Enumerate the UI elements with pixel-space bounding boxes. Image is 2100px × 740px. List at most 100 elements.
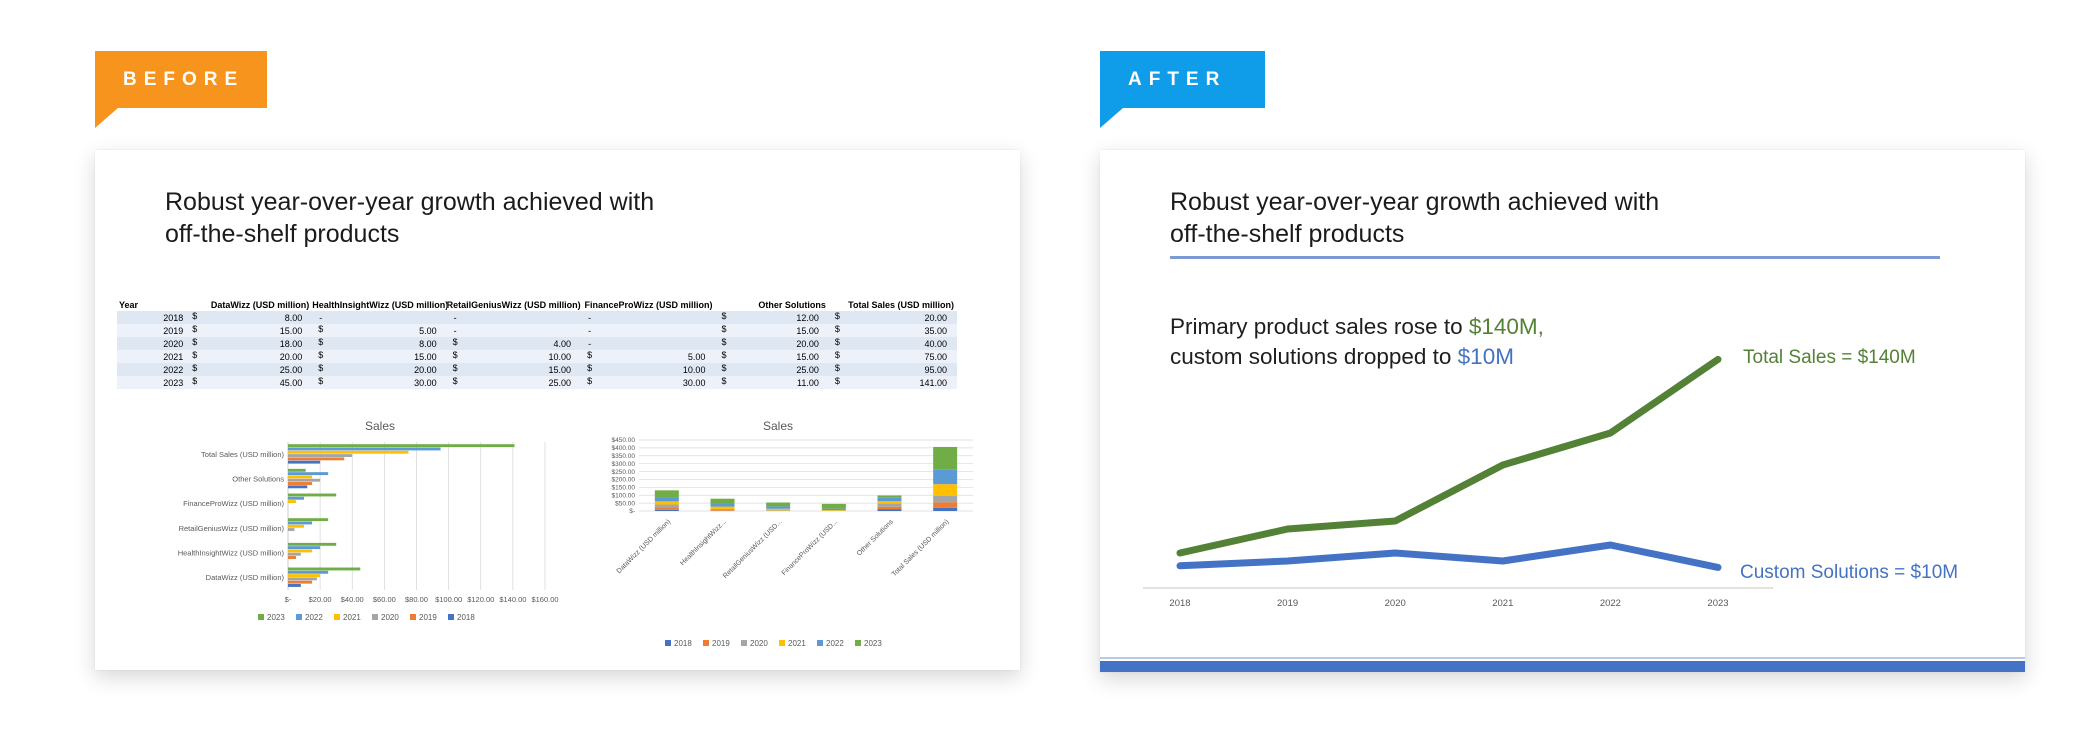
value-cell: $15.00	[186, 324, 313, 337]
svg-text:2022: 2022	[1600, 598, 1621, 609]
value-cell: $95.00	[828, 363, 957, 376]
table-col-header: Other Solutions	[715, 298, 829, 311]
table-header-row: Year DataWizz (USD million) HealthInsightW…	[117, 298, 957, 311]
svg-text:$150.00: $150.00	[612, 485, 636, 492]
svg-text:$400.00: $400.00	[612, 445, 636, 452]
svg-text:$350.00: $350.00	[612, 453, 636, 460]
value-cell: $141.00	[828, 376, 957, 389]
subtitle-highlight-blue: $10M	[1457, 344, 1514, 369]
svg-text:Sales: Sales	[365, 419, 395, 433]
line-chart: 2018 2019 2020 2021 2022 2023	[1143, 355, 1773, 609]
svg-text:Other Solutions: Other Solutions	[232, 475, 284, 484]
svg-text:2023: 2023	[864, 639, 882, 648]
sales-table: Year DataWizz (USD million) HealthInsightW…	[117, 298, 957, 389]
grouped-bar-chart: Sales $- $20.00 $40.00 $60.00 $80.00 $100.00 $1…	[178, 419, 559, 622]
table-col-header: Year	[117, 298, 187, 311]
svg-text:$300.00: $300.00	[612, 461, 636, 468]
value-cell: $20.00	[715, 337, 829, 350]
slide-subtitle: Primary product sales rose to $140M, cus…	[1170, 314, 1544, 369]
svg-text:RetailGeniusWizz (USD...: RetailGeniusWizz (USD...	[722, 518, 784, 580]
value-cell: $8.00	[186, 311, 313, 324]
svg-text:2019: 2019	[712, 639, 730, 648]
svg-text:$40.00: $40.00	[341, 595, 364, 604]
svg-text:Other Solutions: Other Solutions	[856, 518, 895, 557]
value-cell: $20.00	[186, 350, 313, 363]
value-cell: -	[446, 324, 582, 337]
svg-text:$60.00: $60.00	[373, 595, 396, 604]
svg-text:RetailGeniusWizz (USD million): RetailGeniusWizz (USD million)	[179, 524, 285, 533]
bottom-accent-line	[1100, 657, 2025, 659]
svg-text:$120.00: $120.00	[467, 595, 494, 604]
value-cell: $11.00	[715, 376, 829, 389]
svg-text:2018: 2018	[457, 613, 475, 622]
value-cell: $30.00	[312, 376, 447, 389]
title-underline	[1170, 256, 1940, 259]
svg-text:2018: 2018	[674, 639, 692, 648]
svg-text:2019: 2019	[1277, 598, 1298, 609]
svg-text:2020: 2020	[381, 613, 399, 622]
svg-text:2023: 2023	[1707, 598, 1728, 609]
table-col-header: Total Sales (USD million)	[828, 298, 957, 311]
table-row: 2022 $25.00 $20.00 $15.00 $10.00 $25.00 $95.00	[117, 363, 957, 376]
svg-text:$250.00: $250.00	[612, 469, 636, 476]
table-col-header: FinanceProWizz (USD million)	[581, 298, 716, 311]
value-cell: $4.00	[446, 337, 582, 350]
after-slide-title: Robust year-over-year growth achieved wi…	[1170, 188, 1660, 248]
year-cell: 2018	[117, 311, 187, 324]
svg-text:$200.00: $200.00	[612, 477, 636, 484]
after-slide: Robust year-over-year growth achieved wi…	[1100, 150, 2025, 672]
after-badge-tail	[1100, 108, 1123, 128]
value-cell: $15.00	[715, 324, 829, 337]
value-cell: -	[312, 311, 447, 324]
table-col-header: HealthInsightWizz (USD million)	[312, 298, 447, 311]
subtitle-highlight-green: $140M,	[1468, 314, 1544, 339]
value-cell: $18.00	[186, 337, 313, 350]
value-cell: $45.00	[186, 376, 313, 389]
value-cell: $15.00	[446, 363, 582, 376]
value-cell: $35.00	[828, 324, 957, 337]
value-cell: -	[581, 324, 716, 337]
svg-text:2022: 2022	[305, 613, 323, 622]
custom-solutions-line-label: Custom Solutions = $10M	[1740, 562, 1959, 583]
value-cell: $12.00	[715, 311, 829, 324]
value-cell: $8.00	[312, 337, 447, 350]
value-cell: $20.00	[828, 311, 957, 324]
value-cell: $25.00	[715, 363, 829, 376]
svg-text:Total Sales (USD million): Total Sales (USD million)	[891, 518, 951, 578]
svg-text:2019: 2019	[419, 613, 437, 622]
svg-text:2022: 2022	[826, 639, 844, 648]
value-cell: -	[581, 311, 716, 324]
value-cell: $30.00	[581, 376, 716, 389]
svg-text:$140.00: $140.00	[499, 595, 526, 604]
table-row: 2020 $18.00 $8.00 $4.00- $20.00 $40.00	[117, 337, 957, 350]
svg-text:$160.00: $160.00	[531, 595, 558, 604]
svg-text:DataWizz (USD million): DataWizz (USD million)	[616, 518, 673, 575]
table-row: 2018 $8.00- - - $12.00 $20.00	[117, 311, 957, 324]
year-cell: 2020	[117, 337, 187, 350]
before-badge-label: BEFORE	[123, 68, 245, 90]
value-cell: $25.00	[186, 363, 313, 376]
stacked-column-chart: Sales $-$50.00$100.00$150.00$200.00$250.0…	[612, 419, 973, 648]
svg-text:$-: $-	[285, 595, 292, 604]
svg-text:HealthInsightWizz...: HealthInsightWizz...	[679, 518, 728, 567]
svg-text:FinanceProWizz (USD...: FinanceProWizz (USD...	[781, 518, 840, 577]
svg-text:2021: 2021	[1492, 598, 1513, 609]
year-cell: 2019	[117, 324, 187, 337]
value-cell: $75.00	[828, 350, 957, 363]
after-badge: AFTER	[1100, 51, 1265, 128]
total-sales-line-label: Total Sales = $140M	[1743, 347, 1916, 368]
svg-text:FinanceProWizz (USD million): FinanceProWizz (USD million)	[183, 499, 284, 508]
svg-text:$20.00: $20.00	[309, 595, 332, 604]
table-col-header: DataWizz (USD million)	[186, 298, 313, 311]
value-cell: $25.00	[446, 376, 582, 389]
table-row: 2019 $15.00 $5.00- - $15.00 $35.00	[117, 324, 957, 337]
value-cell: $20.00	[312, 363, 447, 376]
value-cell: $5.00	[312, 324, 447, 337]
before-slide-title: Robust year-over-year growth achieved wi…	[165, 188, 655, 248]
svg-text:Total Sales (USD million): Total Sales (USD million)	[201, 450, 284, 459]
svg-text:2021: 2021	[788, 639, 806, 648]
svg-text:$-: $-	[629, 508, 635, 515]
svg-text:2023: 2023	[267, 613, 285, 622]
after-badge-label: AFTER	[1128, 68, 1227, 90]
